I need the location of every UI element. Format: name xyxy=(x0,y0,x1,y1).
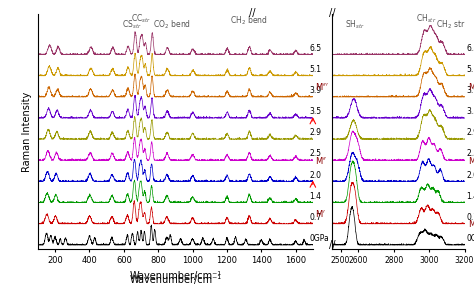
Text: 2.5: 2.5 xyxy=(310,150,321,158)
Text: //: // xyxy=(328,240,335,250)
Text: 2.9: 2.9 xyxy=(466,128,474,137)
Text: M$'$: M$'$ xyxy=(468,218,474,229)
Text: 5.1: 5.1 xyxy=(466,65,474,74)
Text: 6.5: 6.5 xyxy=(310,44,321,53)
Text: 0GPa: 0GPa xyxy=(310,234,329,243)
Text: 0.7: 0.7 xyxy=(466,213,474,222)
Text: M$'$: M$'$ xyxy=(315,208,326,219)
Text: 1.4: 1.4 xyxy=(310,192,321,201)
Text: 0.7: 0.7 xyxy=(310,213,321,222)
Text: 3.5: 3.5 xyxy=(310,107,321,116)
Text: CC$_{str}$: CC$_{str}$ xyxy=(131,13,151,25)
Text: 2.0: 2.0 xyxy=(310,171,321,180)
Text: M$''$: M$''$ xyxy=(315,155,327,166)
Text: 0GPa: 0GPa xyxy=(466,234,474,243)
Text: 2.5: 2.5 xyxy=(466,150,474,158)
Text: SH$_{str}$: SH$_{str}$ xyxy=(345,19,365,31)
Text: CO$_{2}$ bend: CO$_{2}$ bend xyxy=(153,19,191,31)
Text: //: // xyxy=(328,8,335,18)
Text: CH$_{2}$ bend: CH$_{2}$ bend xyxy=(230,15,268,27)
Text: 3.9: 3.9 xyxy=(310,86,321,95)
X-axis label: Wavenumber/cm⁻¹: Wavenumber/cm⁻¹ xyxy=(129,271,221,281)
Text: Wavenumber/cm⁻¹: Wavenumber/cm⁻¹ xyxy=(129,275,221,285)
Text: CH$_{2}$ str: CH$_{2}$ str xyxy=(436,19,465,31)
Text: 3.9: 3.9 xyxy=(466,86,474,95)
Text: CS$_{str}$: CS$_{str}$ xyxy=(122,19,141,31)
Text: //: // xyxy=(249,8,256,18)
Text: M$'''$: M$'''$ xyxy=(315,81,328,92)
Text: 2.0: 2.0 xyxy=(466,171,474,180)
Text: 3.5: 3.5 xyxy=(466,107,474,116)
Text: M$''$: M$''$ xyxy=(468,155,474,166)
Text: CH$_{str}$: CH$_{str}$ xyxy=(416,13,437,25)
Text: 6.5: 6.5 xyxy=(466,44,474,53)
Text: 2.9: 2.9 xyxy=(310,128,321,137)
Y-axis label: Raman Intensity: Raman Intensity xyxy=(22,92,32,172)
Text: 5.1: 5.1 xyxy=(310,65,321,74)
Text: 1.4: 1.4 xyxy=(466,192,474,201)
Text: M$'''$: M$'''$ xyxy=(468,81,474,92)
